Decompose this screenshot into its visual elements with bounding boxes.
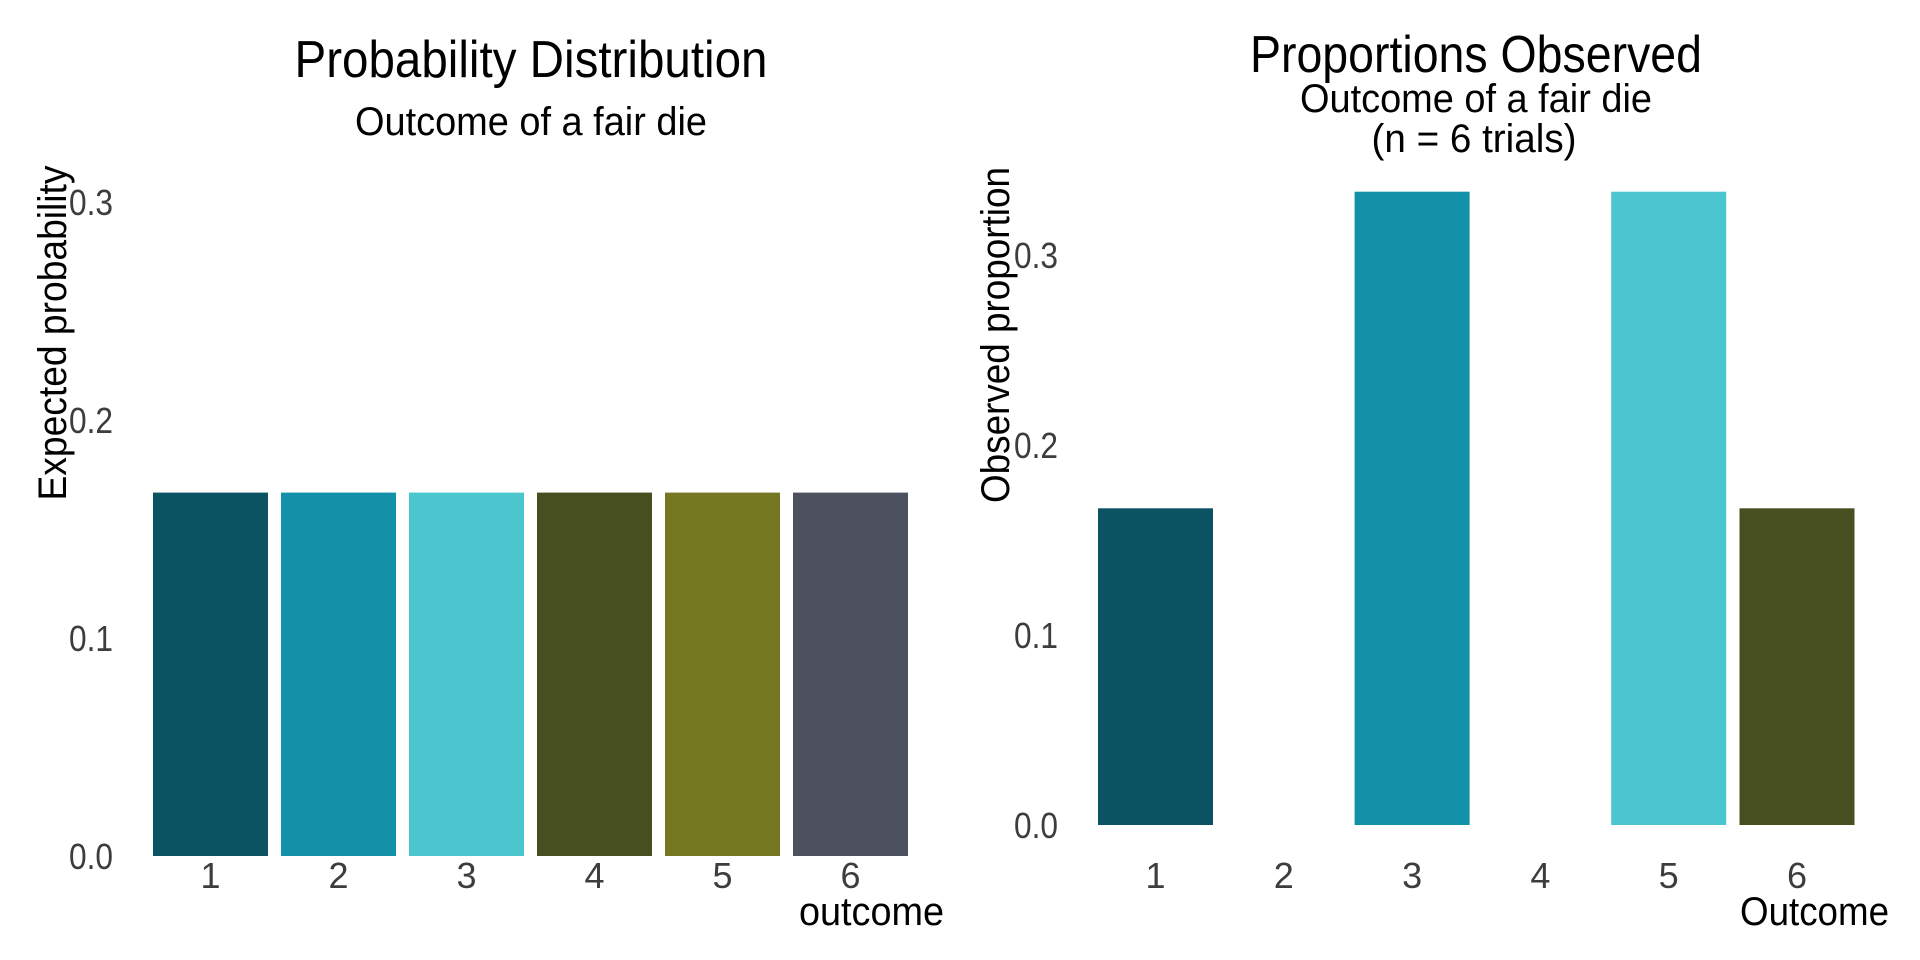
x-tick-label: 3 xyxy=(1402,855,1422,896)
bars xyxy=(1098,191,1855,825)
x-axis-title: Outcome xyxy=(1740,890,1889,934)
y-tick-label: 0.1 xyxy=(69,618,113,659)
x-tick-label: 6 xyxy=(840,855,860,896)
bar-outcome-1 xyxy=(1098,508,1213,825)
x-tick-label: 3 xyxy=(456,855,476,896)
x-axis-title: outcome xyxy=(799,890,944,934)
y-tick-label: 0.0 xyxy=(1014,805,1058,846)
x-tick-label: 1 xyxy=(200,855,220,896)
x-tick-label: 4 xyxy=(1530,855,1550,896)
bar-outcome-6 xyxy=(1739,508,1855,825)
chart-subtitle-line-1: Outcome of a fair die xyxy=(1300,77,1652,121)
bar-outcome-1 xyxy=(153,492,268,856)
bars xyxy=(153,492,908,856)
x-tick-label: 5 xyxy=(1659,855,1679,896)
chart-probability-distribution: Probability Distribution Outcome of a fa… xyxy=(31,31,944,934)
y-axis-title: Observed proportion xyxy=(974,167,1018,503)
x-tick-labels: 1 2 3 4 5 6 xyxy=(200,855,860,896)
y-axis-title: Expected probability xyxy=(31,166,75,501)
chart-title: Proportions Observed xyxy=(1250,26,1702,84)
x-tick-label: 2 xyxy=(1274,855,1294,896)
y-tick-labels: 0.0 0.1 0.2 0.3 xyxy=(69,182,113,877)
x-tick-label: 4 xyxy=(584,855,604,896)
bar-outcome-6 xyxy=(793,492,908,856)
bar-outcome-2 xyxy=(281,492,396,856)
y-tick-label: 0.2 xyxy=(69,400,113,441)
bar-outcome-3 xyxy=(1354,191,1470,825)
x-tick-label: 2 xyxy=(328,855,348,896)
y-tick-label: 0.2 xyxy=(1014,425,1058,466)
bar-outcome-3 xyxy=(409,492,524,856)
y-tick-label: 0.3 xyxy=(69,182,113,223)
chart-proportions-observed: Proportions Observed Outcome of a fair d… xyxy=(974,26,1889,934)
bar-outcome-5 xyxy=(1611,191,1727,825)
y-tick-label: 0.1 xyxy=(1014,615,1058,656)
x-tick-label: 6 xyxy=(1787,855,1807,896)
chart-title: Probability Distribution xyxy=(295,31,768,89)
x-tick-labels: 1 2 3 4 5 6 xyxy=(1145,855,1807,896)
bar-outcome-4 xyxy=(537,492,652,856)
x-tick-label: 5 xyxy=(712,855,732,896)
y-tick-label: 0.3 xyxy=(1014,235,1058,276)
y-tick-label: 0.0 xyxy=(69,836,113,877)
bar-outcome-5 xyxy=(665,492,780,856)
y-tick-labels: 0.0 0.1 0.2 0.3 xyxy=(1014,235,1058,846)
x-tick-label: 1 xyxy=(1145,855,1165,896)
chart-subtitle-line-2: (n = 6 trials) xyxy=(1372,117,1577,161)
chart-subtitle: Outcome of a fair die xyxy=(355,100,707,144)
